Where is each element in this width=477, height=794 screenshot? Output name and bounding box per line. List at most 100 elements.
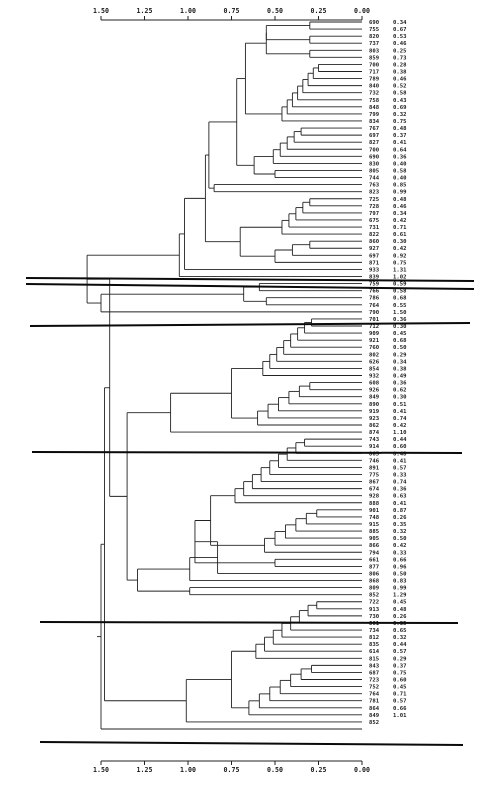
- leaf-id-label: 820: [369, 34, 380, 40]
- leaf-value-label: 0.68: [393, 296, 407, 302]
- leaf-id-label: 905: [369, 536, 379, 542]
- leaf-id-label: 859: [369, 55, 380, 61]
- leaf-value-label: 0.48: [393, 126, 407, 132]
- leaf-id-label: 864: [369, 706, 380, 712]
- cluster-cut-line: [39, 621, 459, 624]
- leaf-value-label: 0.67: [393, 27, 406, 33]
- leaf-value-label: 0.50: [393, 571, 407, 577]
- leaf-id-label: 712: [369, 324, 379, 330]
- leaf-value-label: 0.99: [393, 586, 407, 592]
- top-distance-axis: 1.50 1.25 1.00 0.75 0.50 0.25 0.00: [93, 7, 370, 21]
- cluster-cut-line: [25, 277, 475, 282]
- leaf-value-label: 0.35: [393, 621, 406, 627]
- leaf-id-label: 815: [369, 656, 379, 662]
- leaf-id-label: 919: [369, 409, 380, 415]
- bottom-axis-tick-label: 1.00: [180, 766, 196, 774]
- leaf-id-label: 790: [369, 310, 380, 316]
- leaf-id-label: 806: [369, 571, 380, 577]
- leaf-id-label: 799: [369, 112, 380, 118]
- leaf-value-label: 0.62: [393, 388, 406, 394]
- leaf-id-label: 700: [369, 147, 380, 153]
- leaf-id-label: 674: [369, 487, 380, 493]
- leaf-value-label: 0.46: [393, 204, 407, 210]
- leaf-id-label: 701: [369, 317, 380, 323]
- leaf-value-label: 0.46: [393, 41, 407, 47]
- cluster-cut-line: [31, 451, 463, 454]
- leaf-id-label: 728: [369, 204, 380, 210]
- leaf-id-label: 822: [369, 232, 379, 238]
- leaf-id-label: 848: [369, 105, 380, 111]
- leaf-id-label: 725: [369, 197, 379, 203]
- top-axis-tick-label: 1.25: [137, 7, 153, 15]
- leaf-value-label: 0.29: [393, 352, 407, 358]
- leaf-value-label: 1.01: [393, 713, 407, 719]
- leaf-id-label: 921: [369, 338, 380, 344]
- leaf-id-label: 866: [369, 543, 380, 549]
- leaf-id-label: 690: [369, 20, 380, 26]
- leaf-id-label: 766: [369, 289, 380, 295]
- leaf-value-label: 0.41: [393, 409, 407, 415]
- leaf-id-label: 700: [369, 62, 380, 68]
- leaf-id-label: 760: [369, 345, 380, 351]
- leaf-id-label: 933: [369, 267, 379, 273]
- leaf-value-label: 0.61: [393, 232, 407, 238]
- leaf-id-label: 805: [369, 168, 379, 174]
- leaf-id-label: 797: [369, 211, 379, 217]
- leaf-value-label: 0.75: [393, 260, 406, 266]
- leaf-id-label: 697: [369, 253, 379, 259]
- leaf-value-label: 0.75: [393, 670, 406, 676]
- leaf-id-label: 764: [369, 692, 380, 698]
- leaf-value-label: 0.26: [393, 614, 407, 620]
- leaf-value-label: 0.52: [393, 84, 406, 90]
- leaf-value-label: 0.30: [393, 324, 407, 330]
- leaf-value-label: 0.42: [393, 543, 406, 549]
- leaf-id-label: 923: [369, 416, 379, 422]
- leaf-value-label: 0.37: [393, 133, 406, 139]
- leaf-id-label: 746: [369, 458, 380, 464]
- leaf-id-label: 932: [369, 374, 379, 380]
- cluster-cut-line: [29, 322, 471, 327]
- leaf-value-label: 0.99: [393, 190, 407, 196]
- leaf-id-label: 764: [369, 303, 380, 309]
- leaf-id-label: 752: [369, 685, 379, 691]
- leaf-id-label: 748: [369, 515, 380, 521]
- leaf-id-label: 732: [369, 91, 379, 97]
- leaf-value-label: 0.60: [393, 444, 407, 450]
- leaf-value-label: 0.87: [393, 508, 406, 514]
- leaf-id-label: 867: [369, 480, 379, 486]
- leaf-value-label: 0.58: [393, 168, 407, 174]
- leaf-value-label: 0.34: [393, 359, 407, 365]
- dendrogram-branches: [86, 21, 362, 730]
- leaf-id-label: 849: [369, 395, 380, 401]
- leaf-id-label: 687: [369, 670, 379, 676]
- leaf-id-label: 675: [369, 218, 379, 224]
- leaf-id-label: 812: [369, 635, 379, 641]
- leaf-value-label: 0.35: [393, 522, 406, 528]
- leaf-id-label: 834: [369, 119, 380, 125]
- leaf-value-label: 0.71: [393, 692, 407, 698]
- leaf-id-label: 888: [369, 501, 380, 507]
- leaf-id-label: 758: [369, 98, 380, 104]
- leaf-value-label: 0.83: [393, 579, 406, 585]
- leaf-value-label: 1.31: [393, 267, 407, 273]
- leaf-id-label: 874: [369, 430, 380, 436]
- leaf-value-label: 1.50: [393, 310, 407, 316]
- bottom-axis-tick-label: 0.00: [354, 766, 370, 774]
- leaf-value-label: 0.33: [393, 472, 406, 478]
- leaf-id-label: 914: [369, 444, 380, 450]
- bottom-axis-tick-label: 0.50: [267, 766, 283, 774]
- leaf-value-label: 0.41: [393, 140, 407, 146]
- leaf-value-label: 0.51: [393, 402, 407, 408]
- leaf-id-label: 743: [369, 437, 379, 443]
- leaf-value-label: 0.32: [393, 112, 406, 118]
- leaf-value-label: 0.68: [393, 338, 407, 344]
- leaf-value-label: 0.37: [393, 663, 406, 669]
- leaf-value-label: 0.28: [393, 62, 407, 68]
- leaf-id-label: 839: [369, 275, 380, 281]
- leaf-value-label: 0.57: [393, 649, 406, 655]
- leaf-value-label: 1.10: [393, 430, 407, 436]
- leaf-id-label: 827: [369, 140, 379, 146]
- leaf-value-label: 0.69: [393, 105, 407, 111]
- top-axis-tick-label: 0.00: [354, 7, 370, 15]
- cluster-cut-line: [39, 741, 464, 746]
